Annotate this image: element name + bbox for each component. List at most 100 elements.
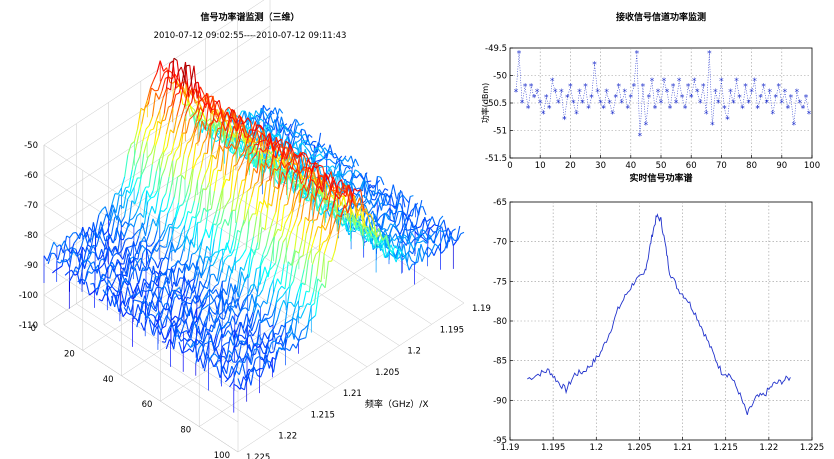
surface-mesh-segment <box>209 288 214 295</box>
surface-mesh-segment <box>99 265 103 269</box>
surface-mesh-segment <box>229 140 235 155</box>
surface-mesh-segment <box>336 213 341 218</box>
surface-mesh-segment <box>194 81 199 84</box>
surface-mesh-segment <box>181 115 186 134</box>
surface-mesh-segment <box>122 247 127 260</box>
surface-mesh-segment <box>244 154 250 180</box>
surface-mesh-segment <box>153 247 158 252</box>
surface-mesh-segment <box>326 234 332 244</box>
surface-mesh-segment <box>439 215 444 221</box>
surface-mesh-segment <box>365 208 370 222</box>
surface-mesh-segment <box>177 260 182 266</box>
surface-mesh-segment <box>281 323 287 334</box>
surface-mesh-segment <box>430 249 435 256</box>
scatter-point: * <box>719 77 724 87</box>
surface-mesh-segment <box>377 238 382 246</box>
surface-mesh-segment <box>384 229 389 239</box>
surface-mesh-segment <box>144 216 150 236</box>
surface-mesh-segment <box>333 158 338 175</box>
surface-mesh-segment <box>136 212 141 217</box>
surface-mesh-segment <box>334 171 339 183</box>
surface-mesh-segment <box>221 174 226 191</box>
surface-mesh-segment <box>190 239 195 248</box>
surface-mesh-segment <box>385 234 391 249</box>
surface-mesh-segment <box>321 153 327 160</box>
surface-mesh-segment <box>276 133 281 138</box>
surface-mesh-segment <box>367 200 371 202</box>
surface-wall-grid <box>43 294 239 423</box>
surface-mesh-segment <box>411 203 416 217</box>
surface-mesh-segment <box>321 283 326 289</box>
surface-mesh-segment <box>250 349 255 365</box>
surface-mesh-segment <box>103 231 108 236</box>
scatter-point: * <box>656 88 661 98</box>
surface-mesh-segment <box>240 357 244 361</box>
surface-mesh-segment <box>277 324 283 335</box>
surface-mesh-segment <box>204 121 209 127</box>
surface-mesh-segment <box>265 334 271 354</box>
surface-mesh-segment <box>121 240 126 251</box>
surface-mesh-segment <box>257 129 262 134</box>
scatter-point: * <box>544 94 549 104</box>
surface-mesh-segment <box>418 248 423 262</box>
surface-mesh-segment <box>132 294 137 297</box>
surface-mesh-segment <box>181 345 186 354</box>
surface-mesh-segment <box>303 196 308 201</box>
surface-mesh-segment <box>124 253 129 271</box>
surface-mesh-segment <box>417 226 421 229</box>
surface-mesh-segment <box>293 152 298 159</box>
surface-mesh-segment <box>329 176 334 190</box>
surface-mesh-segment <box>274 141 279 146</box>
scatter-ytick-label: -50.5 <box>485 99 507 109</box>
surface-mesh-segment <box>181 319 187 330</box>
surface-mesh-segment <box>199 255 205 265</box>
surface-mesh-segment <box>227 305 231 310</box>
surface-mesh-segment <box>262 278 267 290</box>
surface-mesh-segment <box>211 318 217 333</box>
surface-mesh-segment <box>112 265 117 277</box>
surface-mesh-segment <box>181 236 187 245</box>
surface-mesh-segment <box>143 141 148 154</box>
surface-mesh-segment <box>198 343 203 349</box>
surface-mesh-segment <box>201 119 206 122</box>
surface-mesh-segment <box>160 330 165 340</box>
surface-mesh-segment <box>156 60 161 73</box>
surface-mesh-segment <box>104 266 110 276</box>
scatter-point: * <box>526 105 531 115</box>
surface-mesh-segment <box>162 193 167 200</box>
surface-mesh-segment <box>457 233 462 241</box>
surface-mesh-segment <box>163 207 168 212</box>
surface-mesh-segment <box>105 287 111 296</box>
surface-mesh-segment <box>101 293 106 302</box>
surface-mesh-segment <box>254 143 259 146</box>
surface-mesh-segment <box>224 330 229 337</box>
surface-mesh-segment <box>109 287 114 295</box>
surface-mesh-segment <box>152 265 158 283</box>
surface-mesh-segment <box>272 211 277 221</box>
surface-mesh-segment <box>143 236 149 247</box>
surface-mesh-segment <box>261 266 266 280</box>
surface-mesh-segment <box>129 218 134 221</box>
surface-mesh-segment <box>124 154 129 177</box>
surface-mesh-segment <box>129 256 134 260</box>
scatter-point: * <box>662 77 667 87</box>
surface-mesh-segment <box>114 261 119 268</box>
surface-mesh-segment <box>407 232 413 245</box>
surface-mesh-segment <box>155 92 160 100</box>
surface-mesh-segment <box>351 230 356 233</box>
surface-mesh-segment <box>157 316 162 322</box>
surface-mesh-segment <box>258 183 263 188</box>
surface-mesh-segment <box>200 343 206 356</box>
surface-mesh-segment <box>161 119 166 122</box>
surface-mesh-segment <box>164 302 169 305</box>
surface-mesh-segment <box>195 295 200 304</box>
scatter-ytick-label: -51 <box>493 127 507 137</box>
surface-mesh-segment <box>309 220 315 239</box>
scatter-point: * <box>604 88 609 98</box>
surface-mesh-segment <box>103 258 108 272</box>
surface-mesh-segment <box>322 157 327 161</box>
surface-mesh-segment <box>279 186 284 201</box>
surface-mesh-segment <box>162 325 166 329</box>
surface-mesh-segment <box>174 127 179 141</box>
surface-mesh-segment <box>213 311 219 329</box>
